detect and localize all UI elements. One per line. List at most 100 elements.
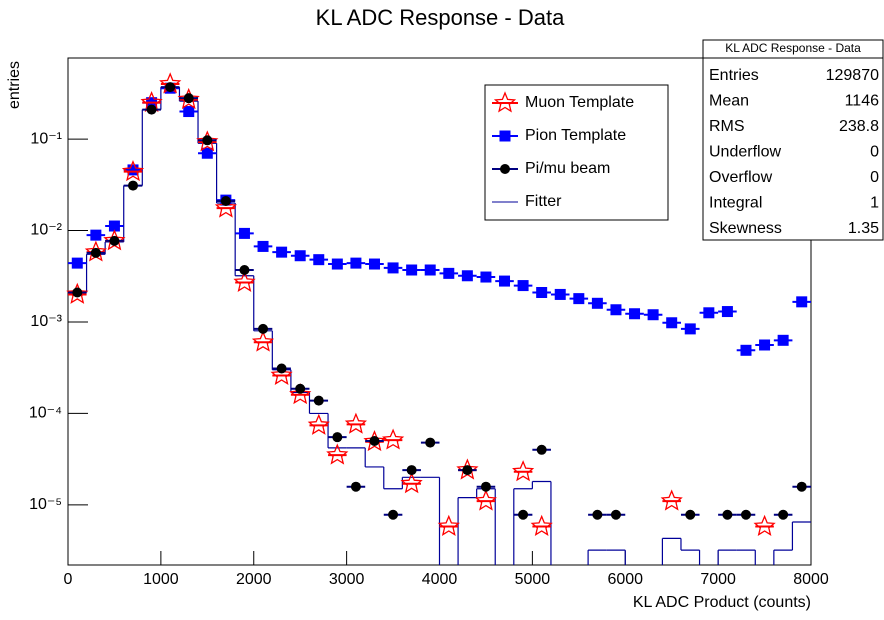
marker	[66, 282, 89, 304]
marker	[387, 262, 399, 274]
legend-label: Fitter	[525, 193, 562, 210]
marker	[480, 481, 491, 492]
marker	[90, 229, 102, 241]
marker	[685, 509, 696, 520]
marker	[220, 196, 231, 207]
legend-marker	[500, 164, 510, 174]
marker	[400, 472, 423, 494]
series	[68, 82, 811, 520]
marker	[592, 509, 603, 520]
marker	[350, 481, 361, 492]
marker	[313, 254, 325, 266]
legend-label: Pi/mu beam	[525, 160, 610, 177]
marker	[573, 293, 585, 305]
marker	[128, 180, 139, 191]
legend-label: Pion Template	[525, 127, 626, 144]
marker	[270, 363, 293, 385]
marker	[778, 509, 789, 520]
marker	[443, 267, 455, 279]
marker	[307, 413, 330, 435]
marker	[554, 288, 566, 300]
marker	[177, 87, 200, 110]
marker	[740, 344, 752, 356]
marker	[629, 308, 641, 320]
marker	[350, 257, 362, 269]
marker	[777, 334, 789, 346]
legend-marker	[499, 130, 511, 142]
marker	[536, 287, 548, 299]
marker	[127, 164, 139, 176]
marker	[201, 147, 213, 159]
marker	[461, 270, 473, 282]
marker	[517, 280, 529, 292]
x-tick-label: 4000	[422, 571, 458, 588]
marker	[344, 412, 368, 434]
x-tick-label: 6000	[607, 571, 643, 588]
marker	[424, 264, 436, 276]
marker	[381, 428, 405, 450]
marker	[146, 104, 157, 115]
marker	[536, 444, 547, 455]
marker	[109, 235, 120, 246]
stats-title: KL ADC Response - Data	[725, 41, 861, 55]
marker	[276, 363, 287, 374]
marker	[276, 246, 288, 258]
y-tick-label: 10⁻¹	[30, 130, 62, 147]
marker	[196, 130, 219, 152]
marker	[121, 160, 145, 182]
marker	[295, 383, 306, 394]
x-tick-label: 7000	[700, 571, 736, 588]
marker	[368, 258, 380, 270]
stats-value: 1	[870, 195, 879, 212]
marker	[591, 297, 603, 309]
stats-value: 1146	[845, 93, 880, 110]
stats-label: Overflow	[709, 169, 773, 186]
marker	[740, 509, 751, 520]
x-tick-label: 3000	[329, 571, 365, 588]
marker	[258, 323, 269, 334]
marker	[499, 275, 511, 287]
marker	[294, 250, 306, 262]
marker	[183, 93, 194, 104]
stats-value: 1.35	[848, 220, 879, 237]
marker	[721, 306, 733, 318]
y-tick-label: 10⁻⁴	[29, 405, 62, 422]
stats-value: 238.8	[839, 118, 879, 135]
marker	[759, 339, 771, 351]
stats-label: RMS	[709, 118, 745, 135]
marker	[703, 307, 715, 319]
marker	[512, 460, 535, 482]
marker	[610, 304, 622, 316]
marker	[331, 258, 343, 270]
x-tick-label: 5000	[515, 571, 551, 588]
marker	[425, 437, 436, 448]
marker	[796, 296, 808, 308]
marker	[437, 514, 460, 536]
marker	[518, 509, 529, 520]
stats-label: Underflow	[709, 144, 781, 161]
marker	[647, 309, 659, 321]
marker	[684, 323, 696, 335]
marker	[660, 489, 683, 511]
marker	[610, 509, 621, 520]
marker	[90, 247, 101, 258]
marker	[72, 287, 83, 298]
marker	[326, 443, 349, 465]
marker	[666, 317, 678, 329]
stats-value: 0	[870, 144, 879, 161]
marker	[202, 135, 213, 146]
y-tick-label: 10⁻²	[30, 222, 62, 239]
marker	[722, 509, 733, 520]
y-tick-label: 10⁻⁵	[29, 496, 62, 513]
x-tick-label: 2000	[236, 571, 272, 588]
marker	[239, 265, 250, 276]
marker	[406, 264, 418, 276]
stats-value: 129870	[826, 67, 879, 84]
marker	[388, 509, 399, 520]
marker	[332, 432, 343, 443]
marker	[363, 430, 386, 452]
marker	[406, 465, 417, 476]
marker	[71, 257, 83, 269]
marker	[480, 271, 492, 283]
